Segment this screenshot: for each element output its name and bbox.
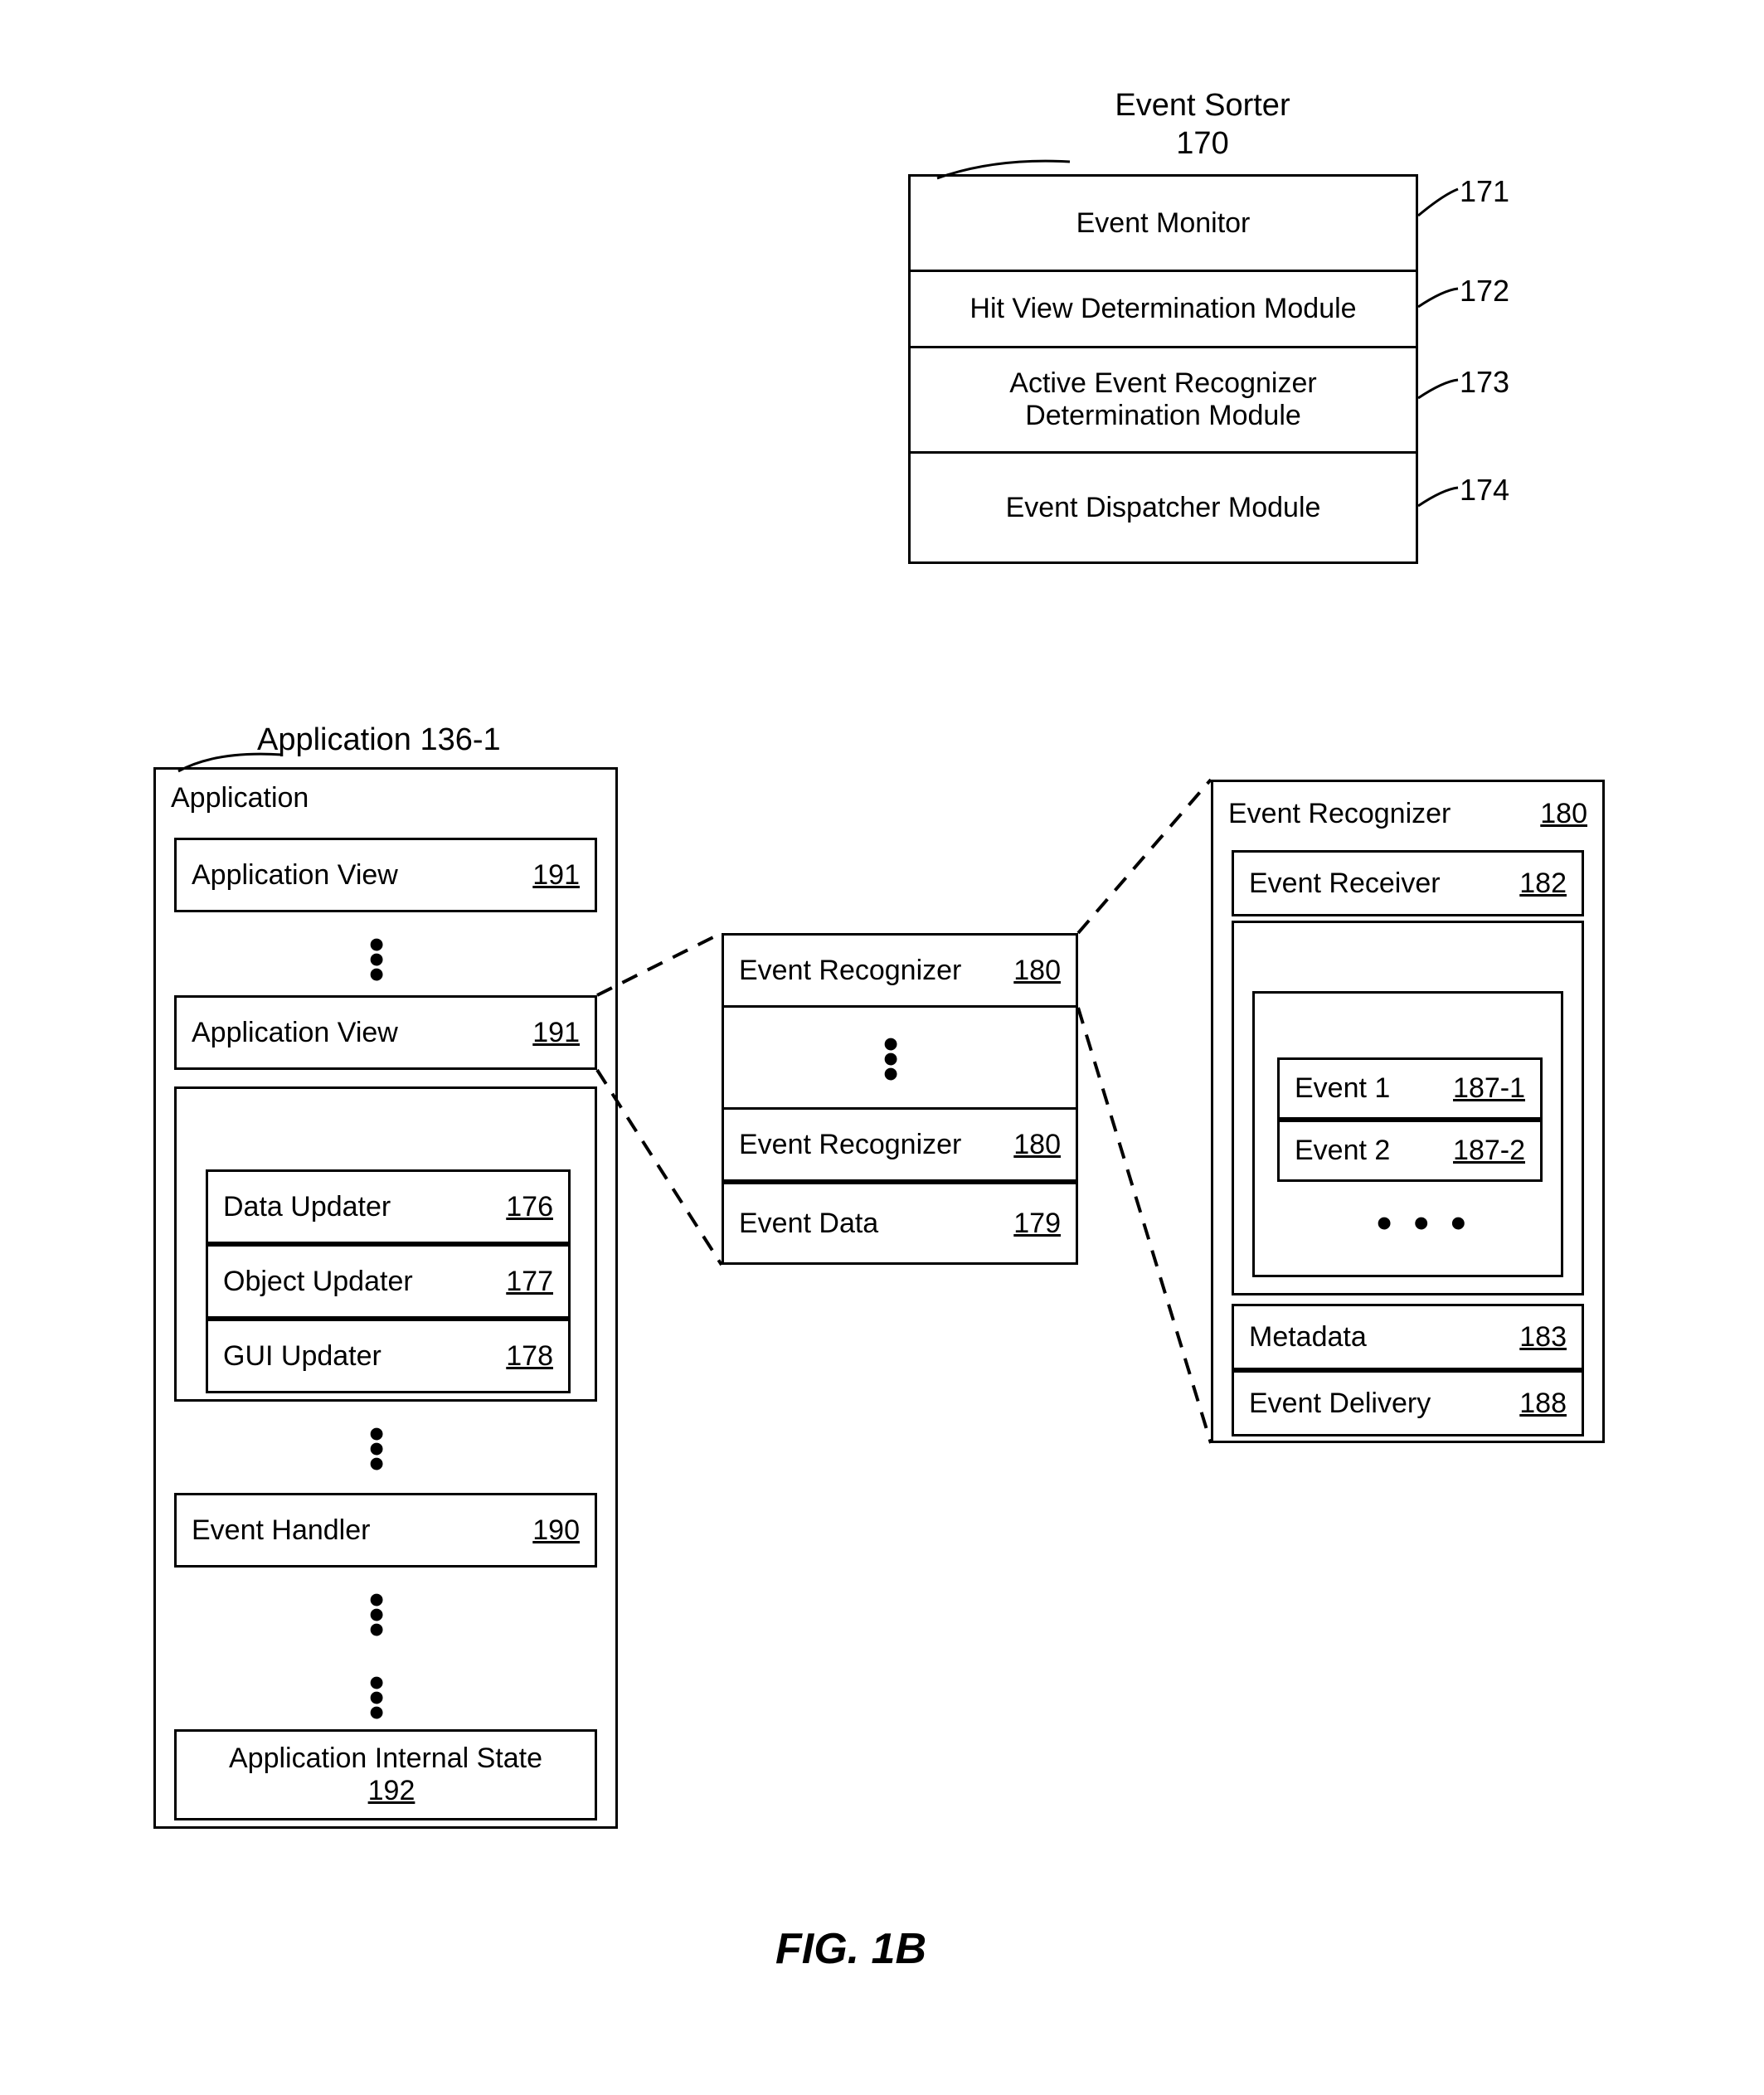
application-title-row: Application bbox=[153, 767, 618, 827]
rc-receiver-row: Event Receiver 182 bbox=[1232, 850, 1584, 916]
event-sorter-title-text: Event Sorter bbox=[1115, 88, 1290, 123]
internal-state-row: Application Internal State 192 bbox=[174, 1729, 597, 1820]
ref-172: 172 bbox=[1460, 274, 1509, 309]
app-view-2-row: Application View 191 bbox=[174, 995, 597, 1070]
gui-updater-label: GUI Updater bbox=[223, 1340, 381, 1373]
rc-delivery-ref: 188 bbox=[1519, 1388, 1567, 1420]
vc-dots: ••• bbox=[883, 1037, 895, 1082]
vc-recognizer-2-label: Event Recognizer bbox=[739, 1129, 961, 1161]
event-monitor-row: Event Monitor bbox=[908, 174, 1418, 272]
dots-3: ••• bbox=[369, 1592, 381, 1638]
rc-receiver-ref: 182 bbox=[1519, 868, 1567, 900]
vc-recognizer-1-row: Event Recognizer 180 bbox=[722, 933, 1078, 1008]
rc-event2-ref: 187-2 bbox=[1453, 1135, 1525, 1167]
app-view-1-ref: 191 bbox=[532, 859, 580, 892]
dispatcher-row: Event Dispatcher Module bbox=[908, 451, 1418, 564]
internal-state-label: Application Internal State bbox=[229, 1743, 542, 1775]
event-handler-2-row: Event Handler 190 bbox=[174, 1493, 597, 1568]
data-updater-row: Data Updater 176 bbox=[206, 1169, 571, 1244]
vc-recognizer-1-label: Event Recognizer bbox=[739, 955, 961, 987]
vc-recognizer-1-ref: 180 bbox=[1013, 955, 1061, 987]
rc-event1-label: Event 1 bbox=[1295, 1072, 1390, 1105]
rc-metadata-label: Metadata bbox=[1249, 1321, 1367, 1354]
application-title-label: Application bbox=[171, 782, 309, 814]
vc-event-data-row: Event Data 179 bbox=[722, 1182, 1078, 1265]
gui-updater-ref: 178 bbox=[506, 1340, 553, 1373]
active-recognizer-row: Active Event Recognizer Determination Mo… bbox=[908, 346, 1418, 454]
vc-event-data-label: Event Data bbox=[739, 1208, 878, 1240]
dots-1: ••• bbox=[369, 937, 381, 983]
rc-metadata-row: Metadata 183 bbox=[1232, 1304, 1584, 1370]
app-view-1-row: Application View 191 bbox=[174, 838, 597, 912]
object-updater-ref: 177 bbox=[506, 1266, 553, 1298]
vc-recognizer-2-ref: 180 bbox=[1013, 1129, 1061, 1161]
application-header: Application 136-1 bbox=[257, 722, 522, 760]
dots-2: ••• bbox=[369, 1427, 381, 1472]
diagram-canvas: Event Sorter 170 Event Monitor Hit View … bbox=[0, 0, 1764, 2095]
rc-title-label: Event Recognizer bbox=[1228, 798, 1451, 830]
event-sorter-title: Event Sorter 170 bbox=[1078, 87, 1327, 163]
rc-metadata-ref: 183 bbox=[1519, 1321, 1567, 1354]
ref-173: 173 bbox=[1460, 365, 1509, 400]
object-updater-label: Object Updater bbox=[223, 1266, 413, 1298]
rc-title-ref: 180 bbox=[1540, 798, 1587, 830]
data-updater-ref: 176 bbox=[506, 1191, 553, 1223]
object-updater-row: Object Updater 177 bbox=[206, 1244, 571, 1319]
internal-state-ref: 192 bbox=[368, 1775, 415, 1807]
rc-event1-ref: 187-1 bbox=[1453, 1072, 1525, 1105]
figure-label: FIG. 1B bbox=[775, 1924, 926, 1974]
event-handler-2-ref: 190 bbox=[532, 1514, 580, 1547]
rc-delivery-label: Event Delivery bbox=[1249, 1388, 1431, 1420]
app-view-2-label: Application View bbox=[192, 1017, 398, 1049]
rc-title-row: Event Recognizer 180 bbox=[1211, 780, 1605, 846]
rc-event2-row: Event 2 187-2 bbox=[1277, 1120, 1543, 1182]
rc-delivery-row: Event Delivery 188 bbox=[1232, 1370, 1584, 1436]
data-updater-label: Data Updater bbox=[223, 1191, 391, 1223]
gui-updater-row: GUI Updater 178 bbox=[206, 1319, 571, 1393]
hit-view-row: Hit View Determination Module bbox=[908, 270, 1418, 348]
hit-view-label: Hit View Determination Module bbox=[969, 293, 1356, 325]
rc-dots: • • • bbox=[1377, 1198, 1471, 1248]
event-handler-2-label: Event Handler bbox=[192, 1514, 370, 1547]
dispatcher-label: Event Dispatcher Module bbox=[1006, 492, 1321, 524]
rc-receiver-label: Event Receiver bbox=[1249, 868, 1441, 900]
rc-event2-label: Event 2 bbox=[1295, 1135, 1390, 1167]
app-view-1-label: Application View bbox=[192, 859, 398, 892]
vc-event-data-ref: 179 bbox=[1013, 1208, 1061, 1240]
event-sorter-ref: 170 bbox=[1176, 126, 1228, 161]
ref-171: 171 bbox=[1460, 174, 1509, 209]
active-recognizer-label-2: Determination Module bbox=[1025, 400, 1301, 432]
rc-event1-row: Event 1 187-1 bbox=[1277, 1057, 1543, 1120]
event-monitor-label: Event Monitor bbox=[1076, 207, 1251, 240]
ref-174: 174 bbox=[1460, 473, 1509, 508]
dots-4: ••• bbox=[369, 1675, 381, 1721]
vc-recognizer-2-row: Event Recognizer 180 bbox=[722, 1107, 1078, 1182]
active-recognizer-label-1: Active Event Recognizer bbox=[1009, 367, 1316, 400]
app-view-2-ref: 191 bbox=[532, 1017, 580, 1049]
